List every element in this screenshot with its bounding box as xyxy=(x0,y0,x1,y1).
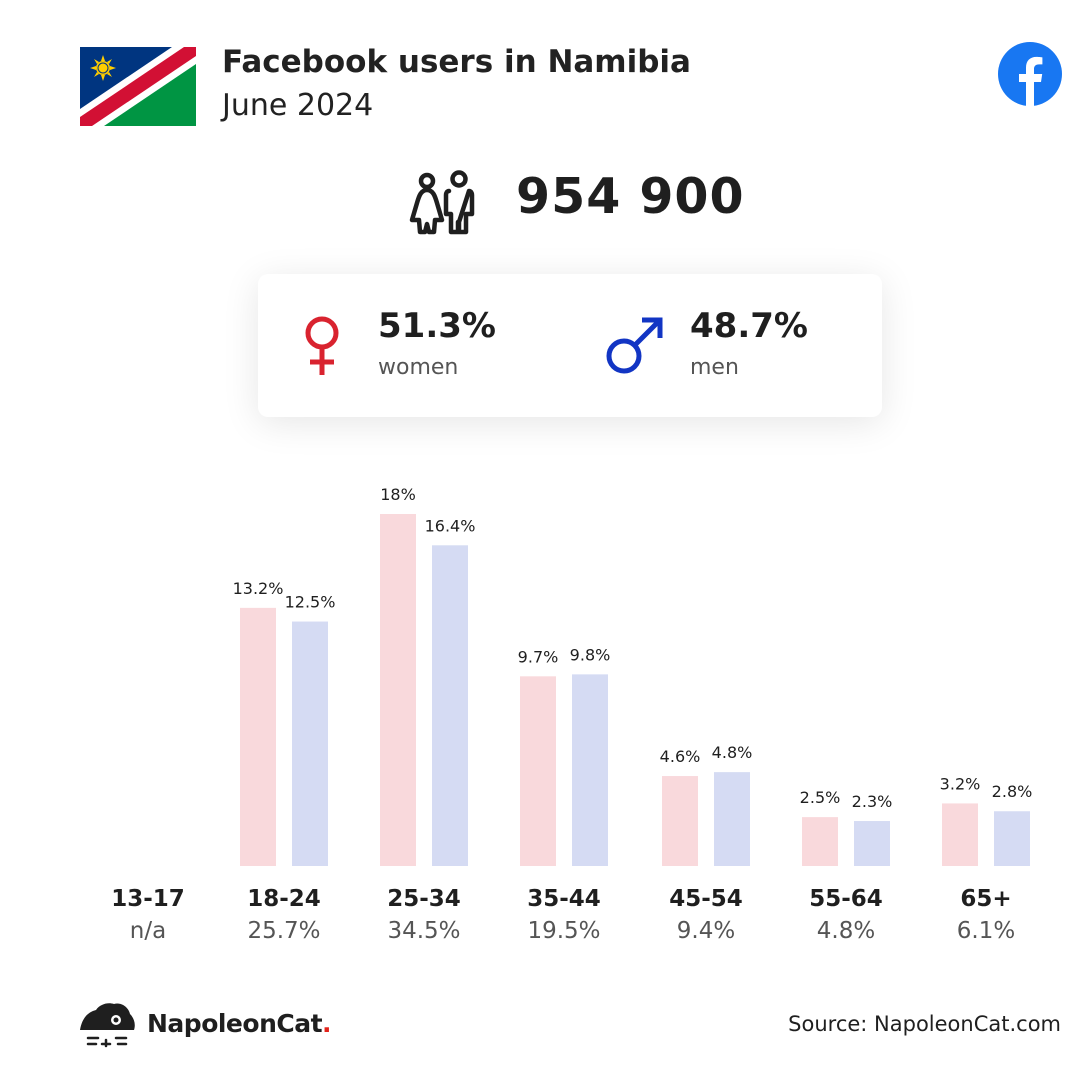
napoleoncat-brand-name: NapoleonCat xyxy=(147,1009,323,1038)
bar-men-25-34 xyxy=(432,545,468,866)
bar-women-35-44 xyxy=(520,676,556,866)
bar-men-45-54 xyxy=(714,772,750,866)
women-label: women xyxy=(378,355,459,380)
bar-value-label: 4.6% xyxy=(660,747,701,766)
age-group-label: 45-54 xyxy=(669,886,743,912)
bar-value-label: 2.8% xyxy=(992,782,1033,801)
bar-value-label: 2.3% xyxy=(852,792,893,811)
age-group-total: n/a xyxy=(130,918,166,944)
age-group-total: 34.5% xyxy=(387,918,460,944)
bar-women-25-34 xyxy=(380,514,416,866)
men-label: men xyxy=(690,355,739,380)
bar-women-45-54 xyxy=(662,776,698,866)
bar-men-18-24 xyxy=(292,621,328,866)
napoleoncat-logo-icon xyxy=(80,1003,135,1048)
bar-women-18-24 xyxy=(240,607,276,866)
page-title: Facebook users in Namibia xyxy=(222,44,691,80)
age-group-total: 4.8% xyxy=(817,918,875,944)
age-bar-chart: 13-17 n/a 13.2%12.5% 18-24 25.7% 18% 16.4% 25-3… xyxy=(111,485,1033,944)
bar-value-label: 12.5% xyxy=(285,593,336,612)
age-group-label: 65+ xyxy=(960,886,1011,912)
total-users-value: 954 900 xyxy=(516,168,745,225)
male-icon xyxy=(606,317,663,374)
bar-value-label: 3.2% xyxy=(940,774,981,793)
bar-men-55-64 xyxy=(854,821,890,866)
napoleoncat-brand: NapoleonCat. xyxy=(147,1009,332,1038)
bar-women-65+ xyxy=(942,803,978,866)
age-group-label: 18-24 xyxy=(247,886,321,912)
bar-value-label: 2.5% xyxy=(800,788,841,807)
napoleoncat-brand-dot: . xyxy=(322,1009,332,1038)
source-note: Source: NapoleonCat.com xyxy=(788,1012,1061,1036)
age-group-label: 55-64 xyxy=(809,886,883,912)
bar-value-label: 4.8% xyxy=(712,743,753,762)
age-group-total: 19.5% xyxy=(527,918,600,944)
age-group-label: 13-17 xyxy=(111,886,185,912)
page-subtitle: June 2024 xyxy=(222,88,374,123)
age-group-label: 35-44 xyxy=(527,886,601,912)
female-icon xyxy=(305,316,339,375)
bar-value-label: 13.2% xyxy=(233,579,284,598)
bar-women-55-64 xyxy=(802,817,838,866)
bar-value-label: 16.4% xyxy=(425,516,476,535)
bar-value-label: 9.7% xyxy=(518,647,559,666)
bar-men-35-44 xyxy=(572,674,608,866)
men-percentage: 48.7% xyxy=(690,306,808,346)
women-percentage: 51.3% xyxy=(378,306,496,346)
gender-card xyxy=(258,274,882,417)
facebook-icon xyxy=(998,42,1062,106)
namibia-flag-icon xyxy=(80,47,196,126)
age-group-total: 6.1% xyxy=(957,918,1015,944)
age-group-label: 25-34 xyxy=(387,886,461,912)
bar-value-label: 18% xyxy=(380,485,416,504)
age-group-total: 25.7% xyxy=(247,918,320,944)
bar-value-label: 9.8% xyxy=(570,645,611,664)
users-icon xyxy=(409,170,475,235)
age-group-total: 9.4% xyxy=(677,918,735,944)
bar-men-65+ xyxy=(994,811,1030,866)
